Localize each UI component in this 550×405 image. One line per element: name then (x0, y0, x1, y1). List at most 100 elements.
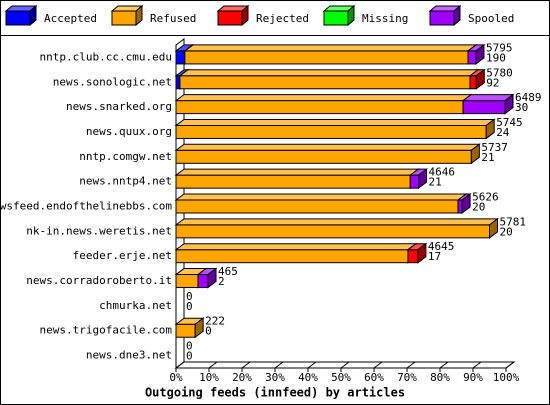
bar (184, 50, 469, 65)
total-label: 222 (205, 315, 225, 328)
bar (407, 249, 419, 264)
y-tick-label: news.quux.org (86, 125, 172, 138)
legend-swatch (217, 10, 243, 26)
x-tick-label: 90% (463, 371, 483, 384)
bar (175, 274, 199, 289)
bar-side (475, 68, 485, 90)
total-label: 4645 (428, 240, 455, 253)
count-label: 190 (486, 51, 506, 64)
x-tick-label: 70% (397, 371, 417, 384)
bar-top (174, 193, 468, 201)
total-label: 465 (218, 265, 238, 278)
bar (175, 50, 186, 65)
legend-label: Missing (362, 12, 408, 25)
y-tick-label: news.snarked.org (66, 100, 172, 113)
total-label: 6489 (515, 91, 542, 104)
bar-side (207, 267, 217, 289)
count-label: 21 (429, 176, 442, 189)
y-tick-label: chmurka.net (99, 299, 172, 312)
x-tick (208, 361, 218, 369)
legend-swatch (111, 10, 137, 26)
count-label: 2 (218, 275, 225, 288)
x-tick (406, 361, 416, 369)
bar (197, 274, 209, 289)
bar (409, 174, 420, 189)
bar (175, 199, 459, 214)
count-label: 17 (428, 250, 441, 263)
x-tick (439, 361, 449, 369)
bar-top (174, 143, 481, 151)
y-tick-label: newsfeed.endofthelinebbs.com (0, 200, 172, 213)
x-tick (274, 361, 284, 369)
bar-top (174, 168, 420, 176)
x-tick-label: 0% (169, 371, 183, 384)
y-tick-label: nk-in.news.weretis.net (26, 224, 172, 237)
total-label: 0 (186, 340, 193, 353)
total-label: 5737 (481, 141, 508, 154)
x-tick-label: 10% (199, 371, 219, 384)
y-tick-label: news.dne3.net (86, 349, 172, 362)
count-label: 20 (500, 225, 513, 238)
total-label: 5781 (500, 215, 527, 228)
x-tick-label: 60% (364, 371, 384, 384)
y-tick-label: news.corradoroberto.it (26, 274, 172, 287)
count-label: 0 (186, 350, 193, 363)
x-tick (472, 361, 482, 369)
x-tick (505, 361, 515, 369)
bar (175, 224, 490, 239)
x-tick-label: 50% (331, 371, 351, 384)
count-label: 92 (486, 76, 499, 89)
x-tick (340, 361, 350, 369)
count-label: 30 (515, 101, 528, 114)
bar (467, 50, 477, 65)
total-label: 5795 (486, 41, 512, 54)
bar-top (174, 118, 496, 126)
count-label: 0 (186, 300, 193, 313)
legend-label: Refused (150, 12, 196, 25)
bar (179, 75, 471, 90)
bar (462, 100, 506, 115)
bar-top (174, 94, 473, 102)
x-tick-label: 40% (298, 371, 318, 384)
y-tick-label: news.trigofacile.com (40, 324, 173, 337)
bar-top (174, 243, 418, 251)
bar-side (475, 43, 485, 65)
y-tick-label: nntp.comgw.net (79, 150, 172, 163)
bar (469, 75, 477, 90)
count-label: 24 (496, 126, 510, 139)
bar-side (489, 217, 498, 239)
count-label: 21 (481, 151, 494, 164)
x-tick-label: 30% (265, 371, 285, 384)
total-label: 4646 (429, 166, 456, 179)
bar-side (461, 193, 471, 214)
x-tick (241, 361, 251, 369)
bar-side (418, 168, 428, 190)
legend-label: Spooled (468, 12, 514, 25)
bar (175, 124, 487, 139)
bar-side (470, 143, 480, 165)
bar-side (194, 317, 204, 339)
legend-swatch (429, 10, 455, 26)
x-tick-label: 80% (430, 371, 450, 384)
bar (175, 323, 196, 338)
bar (175, 249, 409, 264)
total-label: 5745 (496, 116, 523, 129)
total-label: 0 (186, 290, 193, 303)
bar (175, 100, 464, 115)
bar-side (504, 93, 514, 115)
x-axis-title: Outgoing feeds (innfeed) by articles (145, 386, 405, 400)
bar-side (485, 118, 495, 140)
x-tick (373, 361, 383, 369)
count-label: 20 (472, 201, 485, 214)
bar (175, 174, 411, 189)
x-tick (175, 361, 185, 369)
count-label: 0 (205, 325, 212, 338)
legend-swatch (5, 10, 31, 26)
total-label: 5780 (486, 66, 513, 79)
y-tick-label: nntp.club.cc.cmu.edu (40, 50, 172, 63)
bar (175, 149, 472, 164)
y-tick-label: news.nntp4.net (79, 175, 172, 188)
bar (457, 199, 463, 214)
bar (175, 75, 181, 90)
legend-swatch (323, 10, 349, 26)
